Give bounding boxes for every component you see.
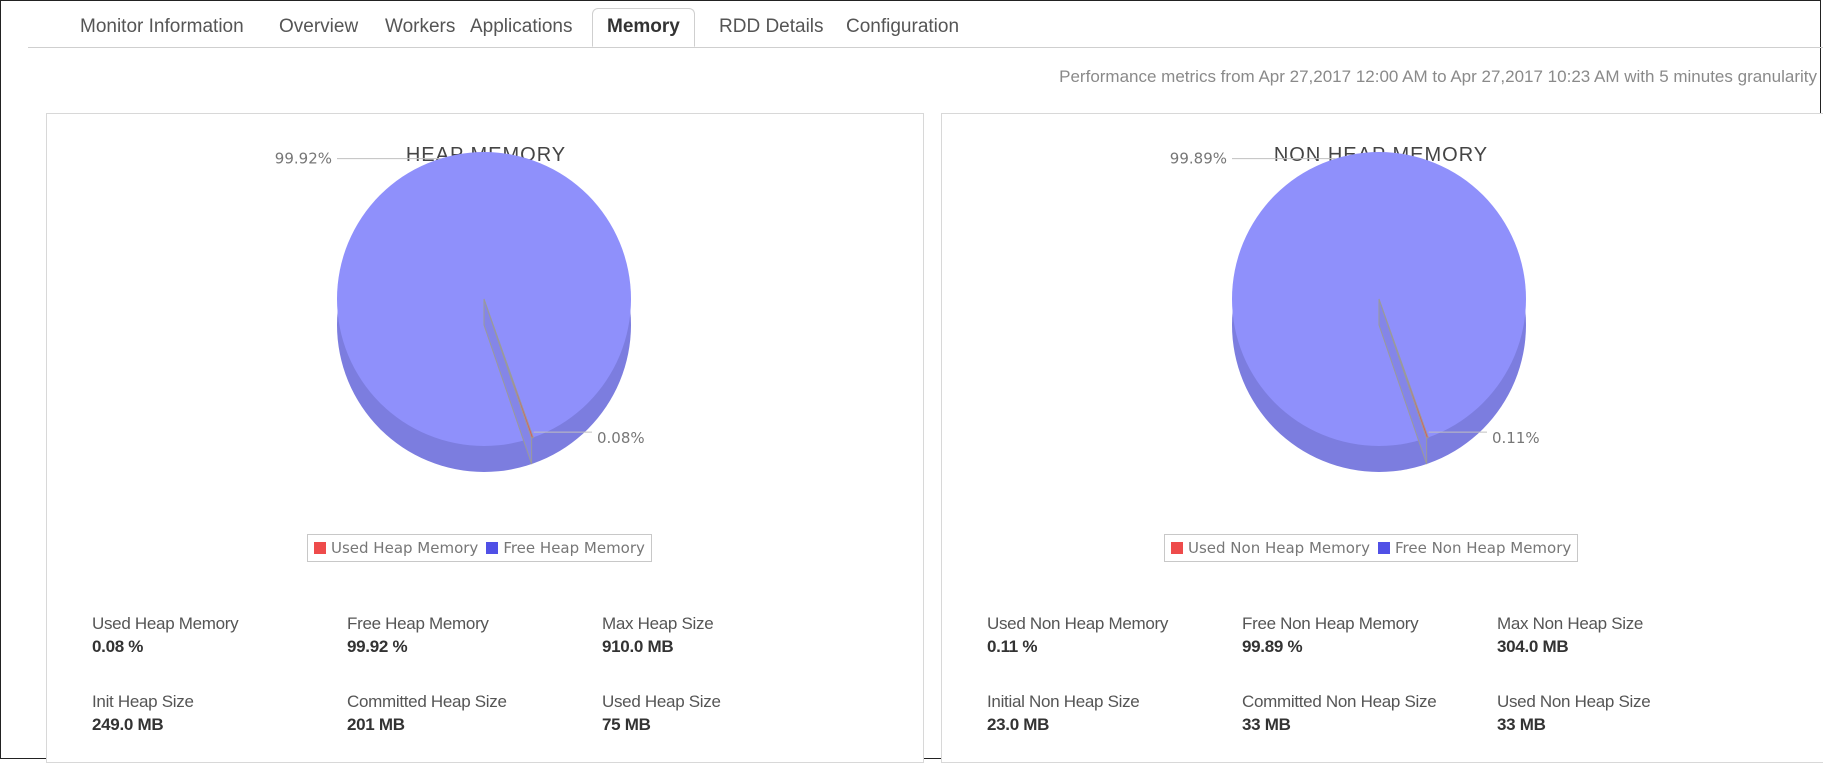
stat-value: 99.89 % xyxy=(1242,637,1303,656)
legend-item-used-heap[interactable]: Used Heap Memory xyxy=(314,539,478,557)
data-label-free: 99.89% xyxy=(1170,150,1227,168)
stat-used-heap-memory: Used Heap Memory 0.08 % xyxy=(92,614,239,657)
stat-label: Max Heap Size xyxy=(602,614,714,633)
data-label-used: 0.11% xyxy=(1492,429,1540,447)
stat-value: 0.08 % xyxy=(92,637,144,656)
legend-item-free-heap[interactable]: Free Heap Memory xyxy=(486,539,645,557)
tab-memory[interactable]: Memory xyxy=(592,8,695,47)
tab-monitor-information[interactable]: Monitor Information xyxy=(80,16,244,37)
performance-range-text: Performance metrics from Apr 27,2017 12:… xyxy=(1059,67,1817,86)
stat-value: 33 MB xyxy=(1242,715,1291,734)
stat-value: 33 MB xyxy=(1497,715,1546,734)
legend-label-used: Used Heap Memory xyxy=(331,539,479,557)
stat-value: 75 MB xyxy=(602,715,651,734)
tab-workers[interactable]: Workers xyxy=(385,16,456,37)
tab-configuration[interactable]: Configuration xyxy=(846,16,960,37)
stat-committed-heap-size: Committed Heap Size 201 MB xyxy=(347,692,507,735)
tab-rdd-details[interactable]: RDD Details xyxy=(719,16,824,37)
data-label-free: 99.92% xyxy=(275,150,332,168)
stat-value: 99.92 % xyxy=(347,637,408,656)
stat-initial-non-heap-size: Initial Non Heap Size 23.0 MB xyxy=(987,692,1140,735)
heap-pie-chart: 99.92% 0.08% xyxy=(275,150,645,472)
free-swatch xyxy=(486,542,499,554)
stat-label: Used Non Heap Memory xyxy=(987,614,1169,633)
stat-value: 0.11 % xyxy=(987,637,1038,656)
non-heap-memory-panel: NON HEAP MEMORY 99.89%0.11% Used Non Hea… xyxy=(941,113,1823,763)
heap-memory-panel: HEAP MEMORY 99.92%0.08% Used Heap Memory… xyxy=(46,113,924,763)
free-swatch xyxy=(1377,542,1390,554)
stat-init-heap-size: Init Heap Size 249.0 MB xyxy=(92,692,194,735)
stat-used-heap-size: Used Heap Size 75 MB xyxy=(602,692,721,735)
stat-value: 910.0 MB xyxy=(602,637,674,656)
stat-label: Committed Heap Size xyxy=(347,692,507,711)
legend-label-free: Free Non Heap Memory xyxy=(1394,539,1572,557)
stat-free-non-heap-memory: Free Non Heap Memory 99.89 % xyxy=(1242,614,1419,657)
heap-legend: Used Heap Memory Free Heap Memory xyxy=(307,534,652,562)
tab-overview[interactable]: Overview xyxy=(279,16,359,37)
legend-label-used: Used Non Heap Memory xyxy=(1188,539,1370,557)
pie-slice-used[interactable] xyxy=(483,298,534,439)
stat-label: Initial Non Heap Size xyxy=(987,692,1140,711)
used-swatch xyxy=(1171,542,1183,554)
stat-label: Free Heap Memory xyxy=(347,614,489,633)
legend-item-free-non-heap[interactable]: Free Non Heap Memory xyxy=(1377,539,1572,557)
stat-free-heap-memory: Free Heap Memory 99.92 % xyxy=(347,614,489,657)
stat-label: Used Heap Memory xyxy=(92,614,239,633)
tab-applications[interactable]: Applications xyxy=(470,16,573,37)
stat-max-non-heap-size: Max Non Heap Size 304.0 MB xyxy=(1497,614,1643,657)
stat-value: 201 MB xyxy=(347,715,405,734)
stat-committed-non-heap-size: Committed Non Heap Size 33 MB xyxy=(1242,692,1437,735)
stat-used-non-heap-memory: Used Non Heap Memory 0.11 % xyxy=(987,614,1168,657)
data-label-used: 0.08% xyxy=(597,429,645,447)
stat-value: 304.0 MB xyxy=(1497,637,1569,656)
pie-slice-used[interactable] xyxy=(1378,298,1429,439)
stat-label: Free Non Heap Memory xyxy=(1242,614,1419,633)
legend-item-used-non-heap[interactable]: Used Non Heap Memory xyxy=(1171,539,1370,557)
legend-label-free: Free Heap Memory xyxy=(503,539,645,557)
stat-label: Init Heap Size xyxy=(92,692,194,711)
non-heap-pie-chart: 99.89% 0.11% xyxy=(1170,150,1540,472)
stat-used-non-heap-size: Used Non Heap Size 33 MB xyxy=(1497,692,1651,735)
stat-label: Used Heap Size xyxy=(602,692,721,711)
stat-value: 249.0 MB xyxy=(92,715,164,734)
stat-label: Committed Non Heap Size xyxy=(1242,692,1437,711)
stat-value: 23.0 MB xyxy=(987,715,1050,734)
non-heap-legend: Used Non Heap Memory Free Non Heap Memor… xyxy=(1164,534,1579,562)
tab-bar: Monitor Information Overview Workers App… xyxy=(28,1,1823,48)
stat-label: Max Non Heap Size xyxy=(1497,614,1644,633)
stat-max-heap-size: Max Heap Size 910.0 MB xyxy=(602,614,714,657)
stat-label: Used Non Heap Size xyxy=(1497,692,1651,711)
used-swatch xyxy=(314,542,326,554)
